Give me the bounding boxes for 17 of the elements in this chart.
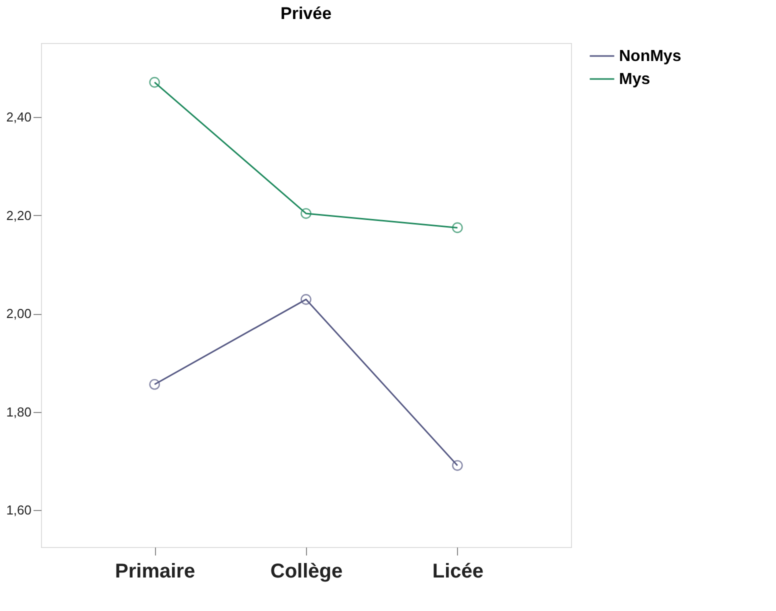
point	[300, 208, 312, 219]
x-tick-label: Licée	[432, 560, 484, 582]
chart-title: Privée	[280, 4, 332, 23]
y-tick-label: 2,20	[6, 208, 32, 223]
y-tick-label: 1,60	[6, 502, 32, 518]
point	[149, 76, 160, 88]
y-tick-label: 1,80	[6, 404, 32, 420]
point	[452, 460, 463, 471]
x-tick-label: Collège	[270, 560, 343, 582]
point	[452, 222, 463, 234]
legend-label: Mys	[619, 71, 650, 88]
point	[300, 294, 312, 305]
y-tick-label: 2,00	[6, 306, 32, 322]
legend-label: NonMys	[619, 48, 682, 65]
point	[149, 379, 160, 390]
y-tick-label: 2,40	[6, 110, 32, 125]
x-tick-label: Primaire	[115, 560, 196, 582]
